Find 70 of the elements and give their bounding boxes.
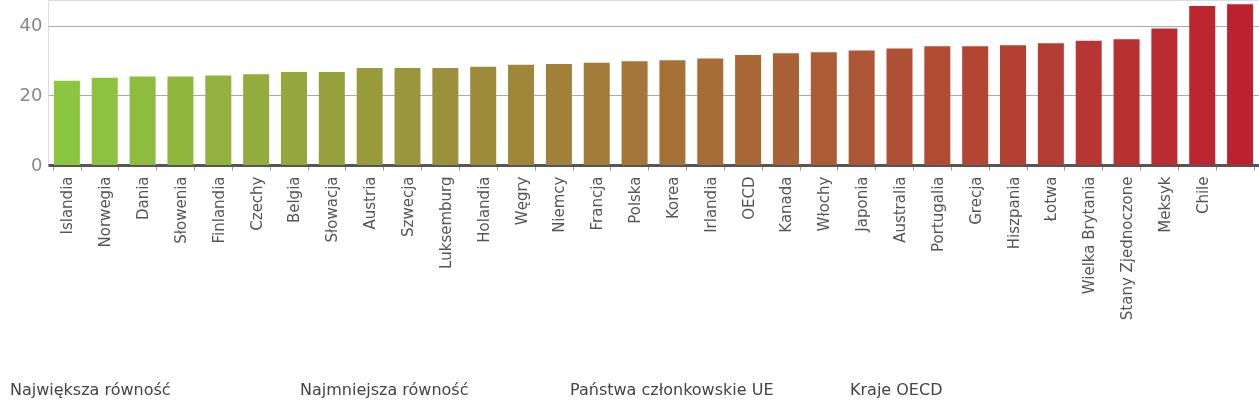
x-tick-label: Kanada — [777, 176, 796, 233]
x-tick-label: Wielka Brytania — [1080, 176, 1099, 295]
y-tick-label: 0 — [31, 153, 43, 175]
bar — [545, 64, 572, 165]
x-tick-label: Stany Zjednoczone — [1118, 176, 1137, 321]
bar — [356, 67, 383, 165]
x-tick-label: Słowenia — [171, 176, 190, 244]
bar — [1151, 28, 1178, 165]
bar — [508, 64, 535, 165]
bar — [53, 80, 80, 165]
bar — [583, 62, 610, 165]
bar — [129, 76, 156, 165]
bar — [280, 72, 307, 165]
x-tick-label: Belgia — [285, 176, 304, 224]
text: Największa równość — [10, 380, 171, 399]
bar — [924, 46, 951, 165]
bar — [848, 50, 875, 165]
x-tick-label: Islandia — [58, 176, 77, 235]
x-tick-label: Portugalia — [928, 176, 947, 252]
x-tick-label: Węgry — [512, 176, 531, 226]
x-tick-label: Chile — [1193, 176, 1212, 215]
x-tick-label: Japonia — [853, 176, 872, 233]
bar — [962, 46, 989, 165]
bar — [1075, 40, 1102, 165]
bar — [735, 55, 762, 165]
bar — [1037, 43, 1064, 165]
bar — [432, 67, 459, 165]
x-tick-label: Irlandia — [701, 176, 720, 233]
bar — [394, 67, 421, 165]
x-tick-label: Słowacja — [323, 176, 342, 243]
bar — [621, 61, 648, 165]
x-tick-label: Australia — [890, 176, 909, 243]
bar — [205, 75, 232, 165]
x-tick-label: Grecja — [966, 176, 985, 225]
x-tick-label: Meksyk — [1155, 176, 1174, 233]
x-tick-label: Szwecja — [399, 176, 418, 237]
x-tick-label: Austria — [361, 176, 380, 230]
bar — [659, 60, 686, 165]
bar — [243, 74, 270, 165]
text: Kraje OECD — [850, 380, 943, 399]
bar — [886, 48, 913, 165]
x-tick-label: Francja — [588, 176, 607, 231]
x-tick-label: Polska — [626, 176, 645, 224]
x-tick-label: Finlandia — [209, 176, 228, 244]
x-tick-label: Hiszpania — [1004, 176, 1023, 250]
text: Najmniejsza równość — [300, 380, 469, 399]
x-tick-label: Norwegia — [96, 176, 115, 248]
bar — [1189, 5, 1216, 165]
x-tick-label: Czechy — [247, 176, 266, 231]
x-tick-label: OECD — [739, 176, 758, 220]
x-tick-label: Niemcy — [550, 176, 569, 233]
y-tick-label: 40 — [19, 14, 43, 36]
text: Państwa członkowskie UE — [570, 380, 774, 399]
bar — [1227, 4, 1254, 165]
bar — [167, 76, 194, 165]
bar — [318, 72, 345, 165]
x-tick-label: Holandia — [474, 176, 493, 243]
x-tick-label: Dania — [134, 176, 153, 221]
x-tick-label: Włochy — [815, 176, 834, 232]
y-tick-label: 20 — [19, 83, 43, 105]
bar — [697, 58, 724, 165]
bar — [91, 77, 118, 165]
bar — [810, 52, 837, 165]
x-tick-label: Łotwa — [1042, 176, 1061, 223]
x-tick-label: Korea — [663, 176, 682, 220]
x-tick-label: Luksemburg — [436, 176, 455, 269]
bar — [1000, 45, 1027, 165]
bar — [470, 66, 497, 165]
bar — [772, 53, 799, 165]
bar — [1113, 39, 1140, 165]
